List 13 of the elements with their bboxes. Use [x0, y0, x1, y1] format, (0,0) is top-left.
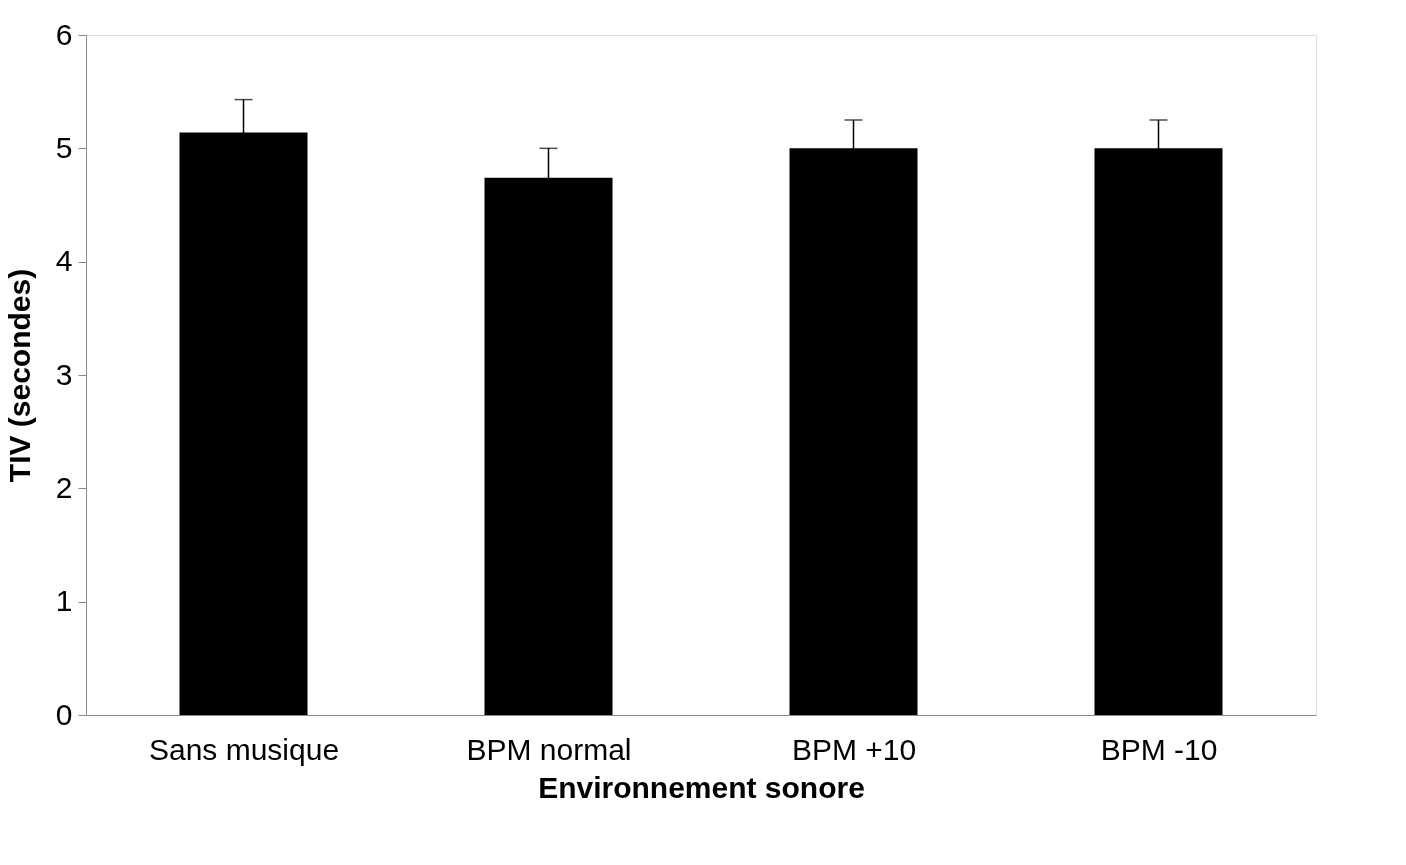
y-axis-title: TIV (secondes) [2, 268, 36, 483]
y-tick-label: 1 [55, 584, 73, 618]
y-tick-label: 5 [55, 130, 73, 164]
y-tick-label: 3 [55, 357, 73, 391]
x-tick-label: BPM +10 [791, 732, 917, 766]
y-tick-label: 2 [55, 470, 73, 504]
y-tick-label: 6 [55, 17, 73, 51]
x-axis-title: Environnement sonore [538, 770, 865, 804]
x-tick-label: BPM -10 [1100, 732, 1218, 766]
y-tick-label: 0 [55, 697, 73, 731]
x-tick-label: BPM normal [466, 732, 632, 766]
y-tick-label: 4 [55, 244, 73, 278]
x-tick-label: Sans musique [148, 732, 340, 766]
